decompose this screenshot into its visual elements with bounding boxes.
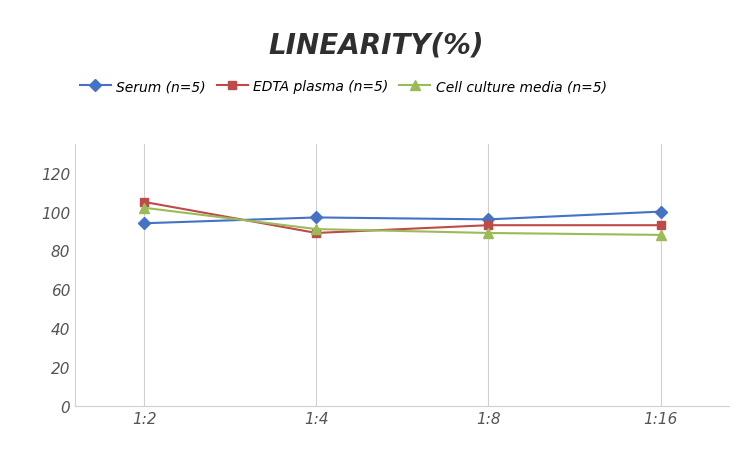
Text: LINEARITY(%): LINEARITY(%): [268, 32, 484, 60]
Cell culture media (n=5): [312, 227, 321, 232]
EDTA plasma (n=5): [656, 223, 665, 228]
EDTA plasma (n=5): [484, 223, 493, 228]
Serum (n=5): [656, 209, 665, 215]
Cell culture media (n=5): [656, 233, 665, 238]
Serum (n=5): [312, 215, 321, 221]
Legend: Serum (n=5), EDTA plasma (n=5), Cell culture media (n=5): Serum (n=5), EDTA plasma (n=5), Cell cul…: [74, 74, 612, 100]
EDTA plasma (n=5): [140, 200, 149, 205]
Line: Cell culture media (n=5): Cell culture media (n=5): [139, 203, 666, 240]
Serum (n=5): [140, 221, 149, 226]
EDTA plasma (n=5): [312, 231, 321, 236]
Cell culture media (n=5): [484, 231, 493, 236]
Cell culture media (n=5): [140, 206, 149, 211]
Line: EDTA plasma (n=5): EDTA plasma (n=5): [140, 198, 665, 238]
Line: Serum (n=5): Serum (n=5): [140, 208, 665, 228]
Serum (n=5): [484, 217, 493, 223]
